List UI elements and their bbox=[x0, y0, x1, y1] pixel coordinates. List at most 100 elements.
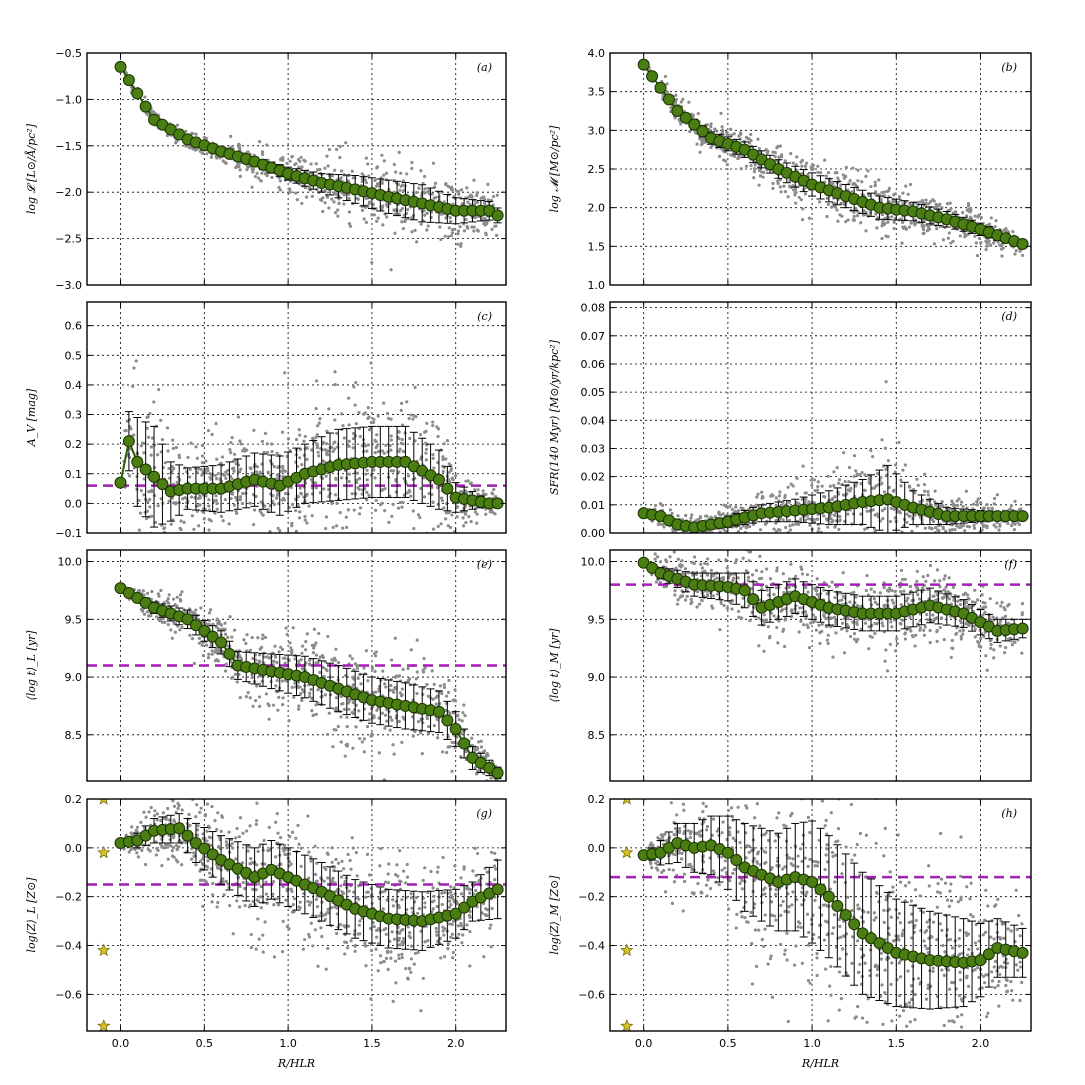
scatter-point bbox=[347, 423, 351, 427]
scatter-point bbox=[256, 176, 261, 180]
scatter-point bbox=[998, 523, 1002, 527]
scatter-point bbox=[722, 503, 726, 507]
scatter-point bbox=[470, 194, 474, 198]
scatter-point bbox=[681, 97, 685, 101]
scatter-point bbox=[450, 769, 454, 773]
scatter-point bbox=[237, 142, 241, 146]
scatter-point bbox=[335, 501, 339, 505]
scatter-point bbox=[870, 540, 873, 543]
scatter-point bbox=[899, 478, 903, 482]
scatter-point bbox=[400, 206, 405, 211]
scatter-point bbox=[245, 633, 249, 637]
scatter-point bbox=[765, 519, 769, 523]
scatter-point bbox=[979, 216, 983, 220]
scatter-point bbox=[410, 160, 414, 165]
scatter-point bbox=[147, 490, 151, 494]
scatter-point bbox=[844, 220, 848, 224]
scatter-point bbox=[473, 488, 477, 492]
scatter-point bbox=[946, 236, 950, 240]
scatter-point bbox=[389, 448, 393, 452]
scatter-point bbox=[373, 178, 377, 183]
scatter-point bbox=[990, 506, 994, 510]
scatter-point bbox=[915, 524, 919, 528]
scatter-point bbox=[195, 456, 200, 460]
scatter-point bbox=[442, 506, 446, 510]
scatter-point bbox=[713, 515, 717, 519]
scatter-point bbox=[265, 450, 270, 455]
scatter-point bbox=[307, 504, 311, 508]
scatter-point bbox=[852, 541, 855, 544]
scatter-point bbox=[389, 417, 393, 421]
scatter-point bbox=[221, 159, 225, 163]
scatter-point bbox=[436, 736, 440, 740]
axes-frame bbox=[609, 301, 1032, 534]
scatter-point bbox=[182, 520, 186, 525]
scatter-point bbox=[207, 622, 211, 626]
scatter-point bbox=[881, 517, 885, 521]
scatter-point bbox=[778, 490, 782, 494]
scatter-point bbox=[855, 214, 860, 218]
scatter-point bbox=[453, 746, 457, 750]
scatter-point bbox=[908, 182, 913, 187]
scatter-point bbox=[224, 470, 228, 474]
scatter-point bbox=[323, 201, 327, 205]
scatter-point bbox=[238, 495, 243, 499]
scatter-point bbox=[873, 180, 877, 184]
scatter-point bbox=[238, 695, 242, 700]
scatter-point bbox=[822, 514, 826, 518]
scatter-point bbox=[365, 468, 369, 472]
scatter-point bbox=[985, 244, 989, 248]
scatter-point bbox=[238, 556, 241, 559]
scatter-point bbox=[401, 715, 405, 719]
scatter-point bbox=[444, 457, 448, 461]
scatter-point bbox=[959, 525, 963, 529]
scatter-point bbox=[389, 438, 393, 442]
scatter-point bbox=[339, 169, 344, 173]
scatter-point bbox=[406, 666, 410, 671]
scatter-point bbox=[916, 483, 920, 487]
scatter-point bbox=[709, 122, 713, 126]
scatter-point bbox=[282, 498, 287, 502]
scatter-point bbox=[826, 202, 831, 206]
scatter-point bbox=[803, 500, 807, 504]
scatter-point bbox=[778, 185, 782, 189]
scatter-point bbox=[214, 625, 219, 629]
scatter-point bbox=[778, 144, 782, 148]
scatter-point bbox=[358, 736, 362, 741]
scatter-point bbox=[422, 495, 427, 499]
scatter-point bbox=[273, 644, 277, 648]
scatter-point bbox=[315, 445, 319, 450]
scatter-point bbox=[194, 445, 198, 449]
scatter-point bbox=[296, 707, 301, 711]
scatter-point bbox=[825, 196, 829, 200]
scatter-point bbox=[266, 470, 270, 474]
scatter-point bbox=[867, 477, 871, 481]
scatter-point bbox=[968, 210, 972, 214]
scatter-point bbox=[283, 371, 287, 375]
scatter-point bbox=[961, 210, 965, 215]
scatter-point bbox=[752, 170, 757, 174]
scatter-point bbox=[444, 708, 448, 712]
scatter-point bbox=[198, 149, 202, 153]
scatter-point bbox=[145, 610, 150, 614]
scatter-point bbox=[170, 465, 175, 469]
scatter-point bbox=[392, 162, 396, 167]
scatter-point bbox=[327, 711, 331, 715]
scatter-point bbox=[208, 475, 212, 480]
scatter-point bbox=[317, 454, 321, 458]
scatter-point bbox=[676, 514, 680, 518]
scatter-point bbox=[334, 147, 339, 152]
scatter-point bbox=[302, 453, 306, 457]
scatter-point bbox=[322, 487, 326, 491]
scatter-point bbox=[245, 167, 249, 172]
scatter-point bbox=[918, 500, 922, 504]
scatter-point bbox=[1004, 226, 1008, 231]
scatter-point bbox=[427, 731, 431, 735]
profile-marker bbox=[671, 105, 684, 117]
scatter-point bbox=[897, 539, 900, 542]
scatter-point bbox=[355, 666, 360, 671]
scatter-point bbox=[186, 455, 190, 459]
scatter-point bbox=[756, 137, 760, 141]
scatter-point bbox=[184, 144, 188, 148]
scatter-point bbox=[196, 496, 201, 500]
